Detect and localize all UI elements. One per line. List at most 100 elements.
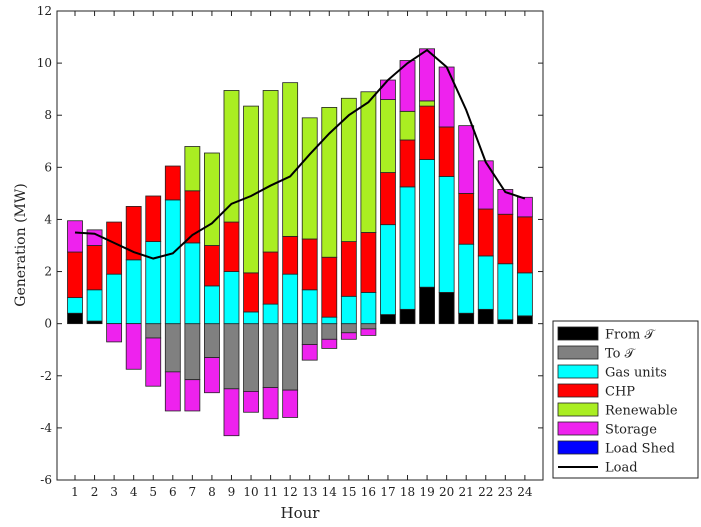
bar-segment bbox=[438, 291, 455, 325]
bar-segment bbox=[67, 312, 83, 325]
bar-segment bbox=[321, 256, 338, 318]
bar-segment bbox=[438, 176, 455, 293]
bar-segment bbox=[516, 272, 533, 317]
bar-segment bbox=[321, 316, 338, 325]
bar-segment bbox=[477, 208, 494, 257]
x-tick-label: 5 bbox=[149, 485, 157, 499]
bar-segment bbox=[516, 196, 533, 218]
bar-segment bbox=[145, 195, 162, 242]
bar-segment bbox=[164, 199, 181, 325]
bar-segment bbox=[262, 251, 279, 305]
legend-label: Renewable bbox=[605, 404, 678, 419]
bar-segment bbox=[301, 238, 318, 291]
bar-segment bbox=[419, 159, 435, 288]
x-tick-label: 4 bbox=[130, 485, 138, 499]
x-tick-label: 18 bbox=[400, 485, 415, 499]
bar-segment bbox=[86, 245, 103, 291]
bar-segment bbox=[262, 90, 279, 253]
x-tick-label: 22 bbox=[478, 485, 493, 499]
load-line-group bbox=[74, 48, 526, 260]
y-tick-labels: -6 -4 -2 0 2 4 6 8 10 12 bbox=[37, 4, 53, 487]
bar-segment bbox=[243, 323, 259, 392]
bar-segment bbox=[164, 165, 181, 201]
bar-segment bbox=[223, 323, 240, 390]
bar-segment bbox=[497, 213, 514, 265]
legend-label: CHP bbox=[605, 385, 635, 400]
legend-label: Storage bbox=[605, 423, 657, 438]
bar-segment bbox=[340, 323, 357, 334]
legend-swatch bbox=[557, 326, 599, 341]
y-axis-label: Generation (MW) bbox=[13, 183, 29, 306]
bar-segment bbox=[380, 314, 396, 325]
bar-segment bbox=[301, 344, 318, 361]
bar-segment bbox=[164, 371, 181, 412]
bar-segment bbox=[243, 311, 259, 325]
bar-segment bbox=[458, 312, 475, 325]
bar-segment bbox=[282, 82, 299, 237]
bar-segment bbox=[204, 357, 220, 394]
bar-segment bbox=[340, 97, 357, 242]
y-tick-label: 12 bbox=[37, 4, 52, 18]
y-tick-label: -6 bbox=[40, 473, 52, 487]
y-tick-label: 2 bbox=[44, 265, 52, 279]
bar-segment bbox=[106, 221, 123, 275]
bar-segment bbox=[360, 232, 377, 293]
x-tick-label: 21 bbox=[459, 485, 474, 499]
bar-segment bbox=[438, 66, 455, 128]
y-tick-label: 8 bbox=[44, 108, 52, 122]
bar-segment bbox=[360, 91, 377, 233]
y-tick-label: 10 bbox=[37, 56, 52, 70]
bar-segment bbox=[262, 387, 279, 420]
bar-segment bbox=[419, 48, 435, 102]
y-tick-label: 6 bbox=[44, 160, 52, 174]
load-line bbox=[74, 48, 526, 260]
bar-segment bbox=[243, 391, 259, 413]
bar-segment bbox=[204, 285, 220, 325]
legend-swatch bbox=[557, 383, 599, 398]
bar-segment bbox=[86, 229, 103, 246]
bar-segment bbox=[360, 323, 377, 330]
x-tick-label: 8 bbox=[208, 485, 216, 499]
bar-segment bbox=[380, 99, 396, 173]
bar-segment bbox=[458, 125, 475, 194]
bar-segment bbox=[106, 323, 123, 343]
bar-segment bbox=[477, 160, 494, 210]
x-tick-label: 1 bbox=[71, 485, 79, 499]
bar-segment bbox=[223, 90, 240, 223]
bar-segment bbox=[184, 379, 201, 412]
plot-frame bbox=[56, 10, 544, 481]
x-tick-label: 2 bbox=[91, 485, 99, 499]
bar-segment bbox=[360, 328, 377, 336]
x-tick-label: 9 bbox=[228, 485, 236, 499]
bar-segment bbox=[399, 139, 416, 188]
bar-segment bbox=[204, 245, 220, 287]
bar-segment bbox=[419, 100, 435, 107]
x-tick-labels: 1 2 3 4 5 6 7 8 9 10 11 12 13 14 15 16 17 18 19 20 21 22 23 24 bbox=[71, 485, 533, 499]
legend-swatch bbox=[557, 364, 599, 379]
bar-segment bbox=[184, 242, 201, 325]
legend: From 𝒯 To 𝒯 Gas units CHP Renewable Storage Lo… bbox=[552, 320, 699, 479]
bar-segment bbox=[380, 79, 396, 100]
bar-segment bbox=[145, 241, 162, 325]
legend-label: From 𝒯 bbox=[605, 328, 657, 343]
bar-segment bbox=[497, 319, 514, 325]
y-tick-label: 4 bbox=[44, 212, 52, 226]
x-tick-label: 14 bbox=[322, 485, 338, 499]
bar-segment bbox=[67, 220, 83, 253]
legend-swatch bbox=[557, 345, 599, 360]
bars bbox=[67, 48, 533, 437]
bar-segment bbox=[340, 295, 357, 325]
x-tick-label: 16 bbox=[361, 485, 376, 499]
bar-segment bbox=[145, 323, 162, 339]
bar-segment bbox=[399, 60, 416, 112]
bar-segment bbox=[399, 186, 416, 310]
x-tick-label: 6 bbox=[169, 485, 177, 499]
x-tick-label: 12 bbox=[283, 485, 298, 499]
bar-segment bbox=[262, 323, 279, 388]
bar-segment bbox=[223, 221, 240, 272]
x-tick-label: 10 bbox=[243, 485, 258, 499]
bar-segment bbox=[223, 271, 240, 325]
bar-segment bbox=[282, 273, 299, 325]
x-axis-label: Hour bbox=[281, 504, 321, 522]
